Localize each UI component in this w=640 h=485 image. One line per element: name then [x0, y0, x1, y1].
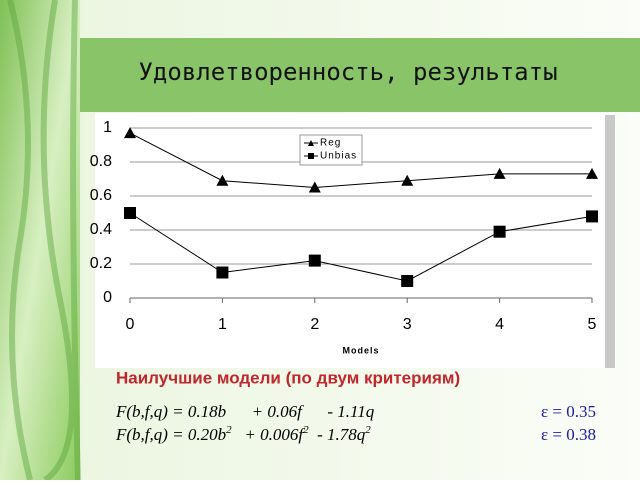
x-tick-label: 2 [310, 316, 319, 333]
marker [308, 254, 321, 267]
superscript: 2 [365, 424, 371, 436]
formula-part: - 1.78q [309, 425, 366, 444]
chart-edge [605, 115, 615, 368]
formula-part: F(b,f,q) = 0.18b + 0.06f - 1.11q [115, 402, 375, 421]
legend-marker [308, 140, 314, 146]
y-tick-label: 0.8 [90, 153, 112, 170]
y-tick-label: 0.4 [90, 221, 112, 238]
legend-label: Unbias [320, 151, 357, 162]
chart: 0 0.2 0.4 0.6 0.8 1 0 1 2 3 4 5 Models Reg Unbias [90, 119, 598, 355]
marker [401, 275, 414, 287]
marker [586, 210, 598, 223]
formula-part: + 0.006f [232, 425, 306, 444]
x-tick-label: 3 [403, 316, 412, 333]
formulas: F(b,f,q) = 0.18b + 0.06f - 1.11q ε = 0.35… [115, 402, 596, 444]
legend-box [299, 134, 363, 166]
series-line [129, 212, 593, 282]
marker [401, 174, 414, 186]
subtitle: Наилучшие модели (по двум критериям) [116, 368, 460, 387]
legend-marker [308, 153, 314, 159]
formula: F(b,f,q) = 0.18b + 0.06f - 1.11q [115, 402, 375, 421]
leaf-strip [0, 0, 80, 480]
y-tick-label: 1 [103, 119, 112, 136]
x-tick-label: 0 [126, 316, 135, 333]
y-tick-label: 0 [103, 289, 112, 306]
legend-label: Reg [320, 138, 341, 149]
formula: F(b,f,q) = 0.20b2 + 0.006f2 - 1.78q2 [115, 424, 371, 444]
marker [586, 167, 598, 179]
x-tick-label: 1 [218, 316, 227, 333]
series-line [129, 132, 592, 189]
title-bar [80, 38, 640, 112]
epsilon: ε = 0.38 [541, 425, 596, 444]
epsilon: ε = 0.35 [541, 402, 596, 421]
leaf-stems [7, 0, 81, 483]
superscript: 2 [303, 424, 309, 436]
y-tick-label: 0.6 [90, 187, 112, 204]
x-axis-label: Models [342, 345, 379, 355]
x-tick-label: 4 [495, 316, 504, 333]
marker [493, 225, 506, 238]
formula-part: F(b,f,q) = 0.20b [115, 425, 226, 444]
superscript: 2 [226, 424, 232, 436]
marker [308, 181, 321, 193]
slide-title: Удовлетворенность, результаты [138, 58, 557, 86]
marker [124, 207, 136, 219]
x-tick-label: 5 [588, 316, 597, 333]
marker [124, 127, 136, 139]
marker [216, 266, 229, 279]
marker [493, 167, 506, 179]
marker [216, 174, 229, 186]
y-tick-label: 0.2 [90, 255, 112, 272]
